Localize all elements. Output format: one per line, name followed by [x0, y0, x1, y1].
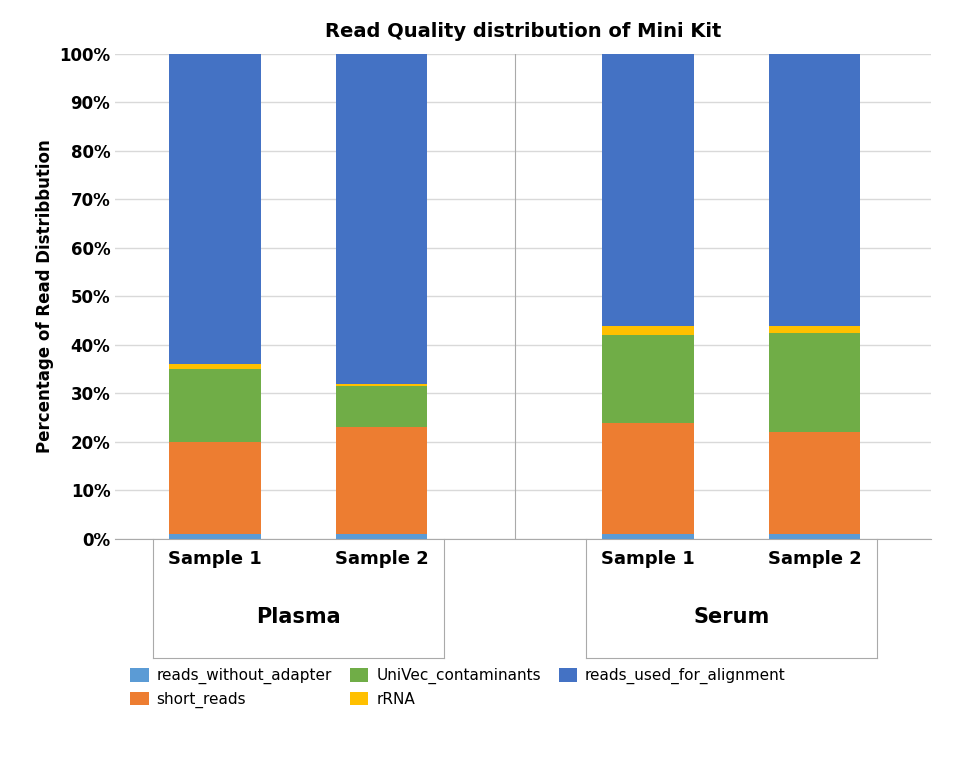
Y-axis label: Percentage of Read Distribbution: Percentage of Read Distribbution	[36, 139, 54, 454]
Bar	[169, 54, 261, 364]
Bar	[169, 370, 261, 442]
Title: Read Quality distribution of Mini Kit: Read Quality distribution of Mini Kit	[325, 22, 721, 42]
Bar	[169, 364, 261, 370]
Bar	[769, 326, 860, 333]
Bar	[602, 54, 694, 326]
Bar	[336, 387, 427, 427]
Bar	[769, 534, 860, 539]
Bar	[169, 534, 261, 539]
Bar	[769, 333, 860, 432]
Bar	[336, 427, 427, 534]
Bar	[336, 534, 427, 539]
Bar	[336, 54, 427, 383]
Bar	[602, 423, 694, 534]
Bar	[769, 54, 860, 326]
Bar	[602, 335, 694, 423]
Text: Plasma: Plasma	[256, 607, 341, 627]
Bar	[769, 432, 860, 534]
Bar	[602, 326, 694, 335]
Bar	[336, 383, 427, 387]
Bar	[169, 442, 261, 534]
Bar	[602, 534, 694, 539]
Legend: reads_without_adapter, short_reads, UniVec_contaminants, rRNA, reads_used_for_al: reads_without_adapter, short_reads, UniV…	[123, 660, 794, 715]
Text: Serum: Serum	[693, 607, 770, 627]
